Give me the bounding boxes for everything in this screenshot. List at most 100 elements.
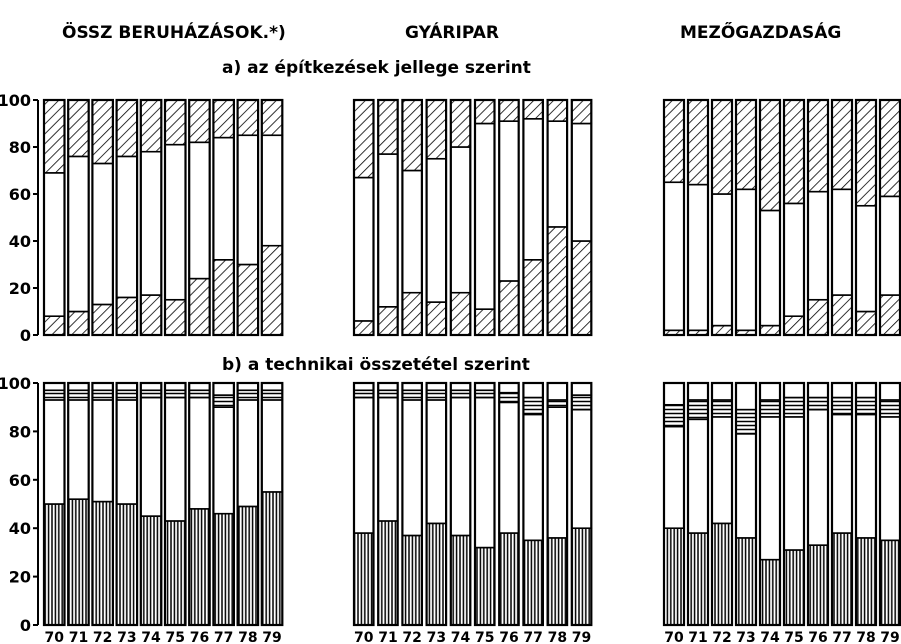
column-title-ossz: ÖSSZ BERUHÁZÁSOK.*) [62, 21, 286, 43]
bar-segment [140, 150, 163, 296]
bar-segment [449, 396, 472, 537]
x-tick-label: 72 [93, 630, 112, 644]
bar-segment [377, 396, 399, 522]
bar-segment [687, 382, 709, 401]
bar-segment [663, 403, 685, 428]
bar-outline [710, 98, 734, 337]
bar-b-ossz-71 [67, 381, 90, 627]
bar-segment [115, 296, 138, 336]
bar-segment [449, 389, 472, 399]
bar-a-mezo-74 [758, 98, 782, 337]
bar-segment [164, 396, 187, 522]
bar-segment [91, 399, 114, 503]
bar-b-ossz-77 [212, 381, 235, 627]
bar-segment [687, 532, 709, 626]
x-tick-label: 74 [451, 630, 471, 644]
bar-outline [498, 381, 520, 627]
chart-a-gyar [352, 98, 593, 337]
y-tick-label: 80 [9, 138, 31, 157]
bar-segment [735, 433, 757, 539]
bar-segment [91, 500, 114, 626]
x-tick-label: 78 [238, 630, 257, 644]
bar-segment [188, 277, 211, 336]
bar-segment [687, 418, 709, 534]
bar-segment [498, 120, 520, 282]
bar-segment [140, 99, 163, 153]
bar-segment [188, 389, 211, 399]
bar-b-mezo-78 [854, 381, 878, 627]
bar-outline [163, 381, 187, 627]
x-tick-label: 74 [141, 630, 161, 644]
bar-segment [855, 413, 877, 539]
x-tick-label: 76 [808, 630, 827, 644]
y-tick-label: 0 [20, 616, 31, 635]
x-tick-label: 75 [784, 630, 803, 644]
bar-outline [710, 381, 734, 627]
bar-a-mezo-77 [830, 98, 854, 337]
bar-segment [188, 141, 211, 280]
bar-segment [449, 99, 472, 148]
bar-outline [498, 98, 520, 337]
bar-segment [260, 134, 284, 247]
x-tick-label: 79 [572, 630, 591, 644]
bar-outline [570, 98, 593, 337]
bar-segment [711, 382, 733, 401]
bar-segment [188, 396, 211, 510]
bar-b-gyar-70 [352, 381, 375, 627]
bar-segment [498, 391, 520, 404]
bar-segment [855, 99, 877, 207]
bar-segment [879, 382, 901, 401]
bar-segment [522, 258, 544, 336]
bar-segment [236, 505, 259, 626]
chart-b-mezo: 70 71 72 73 74 75 76 77 78 79 [662, 381, 901, 644]
bar-segment [425, 99, 447, 160]
bar-a-gyar-76 [498, 98, 520, 337]
bar-segment [43, 399, 66, 505]
bar-b-mezo-72 [710, 381, 734, 627]
bar-b-mezo-75 [782, 381, 806, 627]
bar-outline [806, 98, 830, 337]
bar-segment [115, 155, 138, 299]
column-title-gyaripar: GYÁRIPAR [405, 21, 499, 43]
bar-b-gyar-73 [425, 381, 448, 627]
bar-segment [759, 99, 781, 212]
x-tick-label: 70 [45, 630, 65, 644]
x-tick-label: 72 [402, 630, 421, 644]
bar-outline [662, 381, 686, 627]
bar-segment [711, 522, 733, 626]
bar-segment [43, 315, 66, 336]
x-tick-label: 77 [523, 630, 542, 644]
bar-segment [831, 294, 853, 336]
bar-a-gyar-70 [352, 98, 375, 337]
bar-outline [91, 381, 115, 627]
bar-outline [91, 98, 115, 337]
bar-outline [662, 98, 686, 337]
bar-segment [546, 120, 568, 228]
bar-a-gyar-73 [425, 98, 448, 337]
bar-segment [401, 99, 423, 172]
bar-segment [879, 539, 901, 626]
bar-a-ossz-76 [188, 98, 211, 337]
bar-a-ossz-75 [163, 98, 187, 337]
bar-segment [164, 99, 187, 146]
x-tick-label: 77 [214, 630, 233, 644]
bar-segment [759, 209, 781, 327]
bar-segment [522, 539, 544, 626]
bar-segment [474, 389, 496, 399]
bar-segment [879, 294, 901, 336]
bar-a-mezo-76 [806, 98, 830, 337]
bar-a-mezo-73 [734, 98, 758, 337]
bar-segment [735, 188, 757, 332]
bar-segment [783, 396, 805, 418]
bar-segment [425, 157, 447, 303]
bar-segment [663, 181, 685, 332]
x-tick-label: 70 [664, 630, 684, 644]
bar-segment [67, 310, 90, 336]
bar-segment [401, 291, 423, 336]
bar-outline [212, 381, 235, 627]
bar-outline [734, 98, 758, 337]
bar-outline [42, 381, 66, 627]
bar-segment [522, 99, 544, 120]
bar-segment [67, 498, 90, 626]
